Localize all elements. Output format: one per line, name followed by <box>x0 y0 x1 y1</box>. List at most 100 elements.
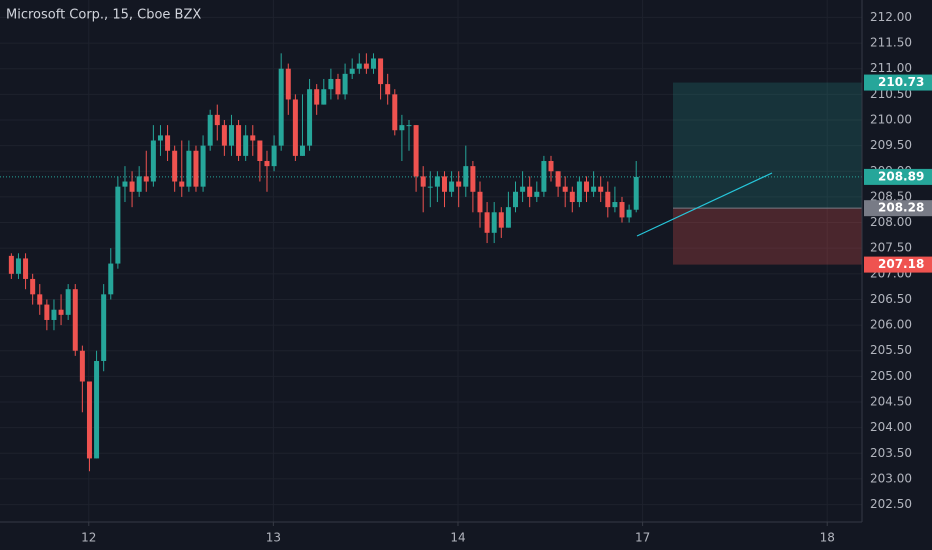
candle-body <box>505 207 511 228</box>
candle-body <box>72 289 78 351</box>
candle-body <box>591 186 597 192</box>
candle-body <box>292 99 298 156</box>
candle-body <box>633 176 639 210</box>
candle-body <box>491 212 497 233</box>
candle-body <box>370 58 376 69</box>
candle-body <box>122 181 128 187</box>
candle-body <box>356 63 362 69</box>
candle-body <box>94 360 100 459</box>
candle-body <box>413 125 419 177</box>
entry-price-label: 208.28 <box>878 201 924 215</box>
candle-body <box>434 176 440 187</box>
y-tick-label: 211.50 <box>870 36 912 50</box>
y-tick-label: 209.50 <box>870 138 912 152</box>
candle-body <box>30 278 36 295</box>
candle-body <box>534 191 540 197</box>
candle-body <box>349 68 355 74</box>
candle-body <box>307 89 313 146</box>
candles <box>8 53 639 472</box>
y-tick-label: 210.00 <box>870 112 912 126</box>
last-price-label-box <box>864 168 932 185</box>
candle-body <box>285 68 291 100</box>
candle-body <box>441 176 447 192</box>
candle-body <box>172 150 178 182</box>
candle-body <box>626 209 632 218</box>
candle-body <box>569 191 575 203</box>
candle-body <box>221 125 227 146</box>
candle-body <box>23 258 29 279</box>
candle-body <box>150 140 156 182</box>
candle-body <box>8 255 14 274</box>
chart-title: Microsoft Corp., 15, Cboe BZX <box>6 8 201 23</box>
candle-body <box>157 135 163 141</box>
last-price-label: 208.89 <box>878 169 924 183</box>
entry-price-label-box <box>864 200 932 217</box>
candle-body <box>427 186 433 188</box>
position-zones <box>0 82 862 265</box>
y-tick-label: 204.00 <box>870 420 912 434</box>
candle-body <box>399 125 405 131</box>
candle-body <box>264 161 270 167</box>
candle-body <box>498 212 504 228</box>
candle-body <box>108 263 114 295</box>
candle-body <box>512 191 518 208</box>
loss-zone <box>673 208 862 265</box>
x-tick-label: 12 <box>81 531 96 545</box>
y-tick-label: 203.00 <box>870 471 912 485</box>
candle-body <box>612 202 618 208</box>
candle-body <box>449 181 455 192</box>
candle-body <box>115 186 121 264</box>
y-tick-label: 203.50 <box>870 446 912 460</box>
candle-body <box>378 58 384 85</box>
candle-body <box>385 84 391 95</box>
x-tick-label: 17 <box>635 531 650 545</box>
x-tick-label: 14 <box>450 531 465 545</box>
candle-body <box>541 161 547 192</box>
trend-line <box>636 172 773 237</box>
candle-body <box>179 181 185 187</box>
candle-body <box>200 145 206 187</box>
candle-body <box>605 191 611 208</box>
y-tick-label: 207.50 <box>870 241 912 255</box>
candle-body <box>456 181 462 187</box>
candle-body <box>250 135 256 141</box>
candle-body <box>392 94 398 131</box>
target-price-label-box <box>864 74 932 91</box>
candle-body <box>207 114 213 146</box>
grid <box>0 0 862 522</box>
candle-body <box>470 166 476 192</box>
candle-body <box>257 140 263 162</box>
target-price-label: 210.73 <box>878 75 924 89</box>
candle-body <box>15 258 21 274</box>
candle-body <box>143 176 149 182</box>
candle-body <box>136 176 142 192</box>
y-tick-label: 206.50 <box>870 292 912 306</box>
candle-body <box>129 181 135 192</box>
y-tick-label: 212.00 <box>870 10 912 24</box>
candle-body <box>619 202 625 218</box>
candle-body <box>477 191 483 213</box>
candle-body <box>44 304 50 320</box>
candle-body <box>321 89 327 105</box>
y-tick-label: 202.50 <box>870 497 912 511</box>
axes: 202.50 203.00 203.50 204.00 204.50 205.00 205.… <box>81 10 932 545</box>
candle-body <box>584 181 590 192</box>
y-tick-label: 206.00 <box>870 318 912 332</box>
x-tick-label: 18 <box>820 531 835 545</box>
candle-body <box>406 125 412 127</box>
candle-body <box>86 381 92 459</box>
stop-price-label-box <box>864 256 932 273</box>
y-tick-label: 205.00 <box>870 369 912 383</box>
price-axis <box>862 0 932 550</box>
candle-body <box>51 309 57 320</box>
candle-body <box>193 150 199 187</box>
candle-body <box>420 176 426 187</box>
candle-body <box>165 135 171 151</box>
candle-body <box>243 135 249 156</box>
candle-body <box>598 186 604 192</box>
candle-body <box>236 125 242 156</box>
y-tick-label: 205.50 <box>870 343 912 357</box>
candle-body <box>555 171 561 187</box>
